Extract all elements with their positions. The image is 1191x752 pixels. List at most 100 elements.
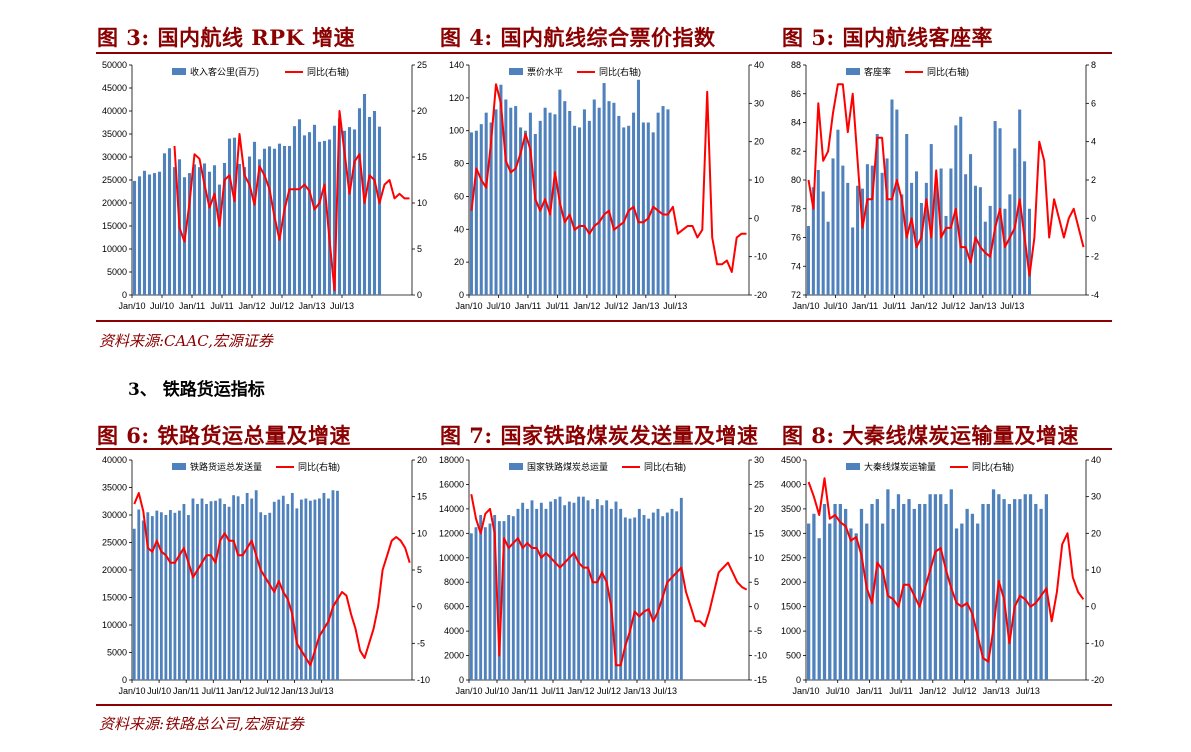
bar xyxy=(347,127,352,295)
bar xyxy=(944,215,948,295)
bar xyxy=(200,498,204,680)
x-tick-label: Jan/13 xyxy=(983,686,1010,696)
bar xyxy=(252,141,257,295)
right-tick-label: 15 xyxy=(417,492,427,502)
bar xyxy=(502,521,506,680)
bar xyxy=(507,515,511,680)
right-tick-label: 20 xyxy=(1091,528,1101,538)
x-tick-label: Jul/13 xyxy=(330,301,354,311)
bar xyxy=(854,533,858,680)
right-tick-label: -15 xyxy=(754,675,767,685)
bar xyxy=(277,499,281,680)
left-tick-label: 40000 xyxy=(102,455,127,465)
bar xyxy=(1023,494,1027,680)
left-tick-label: 3000 xyxy=(781,528,801,538)
bar xyxy=(841,165,845,295)
bar xyxy=(267,146,272,295)
bar xyxy=(919,203,923,295)
right-tick-label: 30 xyxy=(754,455,764,465)
bar xyxy=(929,144,933,295)
right-tick-label: -5 xyxy=(754,626,762,636)
bar xyxy=(572,502,576,680)
bar xyxy=(885,158,889,295)
bar xyxy=(525,508,529,680)
bar xyxy=(586,500,590,680)
x-tick-label: Jul/10 xyxy=(486,301,510,311)
bar xyxy=(516,508,520,680)
x-tick-label: Jul/13 xyxy=(1000,301,1024,311)
x-tick-label: Jul/10 xyxy=(147,686,171,696)
bar xyxy=(535,508,539,680)
bar xyxy=(1028,494,1033,680)
bar xyxy=(137,509,141,680)
left-tick-label: 6000 xyxy=(444,602,464,612)
legend-line-label: 同比(右轴) xyxy=(644,461,686,472)
right-tick-label: 25 xyxy=(754,479,764,489)
bar xyxy=(1044,494,1049,680)
bar xyxy=(865,164,869,295)
bar xyxy=(192,164,197,295)
bar xyxy=(521,502,525,680)
left-tick-label: 4000 xyxy=(444,626,464,636)
x-tick-label: Jan/12 xyxy=(238,301,265,311)
right-tick-label: 10 xyxy=(754,175,764,185)
bar xyxy=(568,111,572,295)
bar xyxy=(241,504,245,680)
x-tick-label: Jul/11 xyxy=(202,686,225,696)
bar xyxy=(494,109,498,295)
bar xyxy=(578,127,582,295)
x-tick-label: Jan/11 xyxy=(515,301,541,311)
bar xyxy=(607,101,611,295)
bar xyxy=(232,495,236,680)
bar xyxy=(900,194,904,295)
bar xyxy=(1008,194,1012,295)
left-tick-label: 35000 xyxy=(102,483,127,493)
bar xyxy=(865,523,869,680)
x-tick-label: Jul/11 xyxy=(541,686,564,696)
bar xyxy=(846,182,850,295)
bar xyxy=(227,138,232,295)
bar xyxy=(1034,504,1038,680)
bar xyxy=(147,174,152,295)
chart-fig3: 0 5000 10000 15000 20000 25000 30000 35000 40000… xyxy=(102,60,427,311)
left-tick-label: 84 xyxy=(791,118,801,128)
bar xyxy=(469,533,473,680)
x-tick-label: Jul/12 xyxy=(255,686,279,696)
bar xyxy=(367,116,372,295)
bar xyxy=(1013,499,1017,680)
bar xyxy=(886,489,890,680)
left-tick-label: 4000 xyxy=(781,479,801,489)
bar xyxy=(342,130,347,295)
bar xyxy=(670,508,674,680)
bar xyxy=(875,134,879,295)
bar xyxy=(915,171,919,295)
bar xyxy=(983,221,987,295)
left-tick-label: 3500 xyxy=(781,504,801,514)
left-tick-label: 2000 xyxy=(781,577,801,587)
bar xyxy=(991,489,996,680)
left-tick-label: 88 xyxy=(791,60,801,70)
bar xyxy=(1003,208,1007,295)
bar xyxy=(218,498,222,680)
right-tick-label: 2 xyxy=(1091,175,1096,185)
bar xyxy=(628,518,632,680)
bar xyxy=(167,148,172,295)
bar xyxy=(849,528,853,680)
bar xyxy=(934,178,938,295)
left-tick-label: 18000 xyxy=(439,455,464,465)
bar xyxy=(236,496,240,680)
bar xyxy=(187,173,192,295)
right-tick-label: -5 xyxy=(417,638,425,648)
bar xyxy=(336,490,339,680)
bar xyxy=(602,83,606,295)
bar xyxy=(318,498,321,680)
bar xyxy=(986,504,990,680)
bar xyxy=(205,504,208,680)
bar xyxy=(831,158,835,295)
bar xyxy=(322,140,327,295)
x-tick-label: Jan/12 xyxy=(910,301,937,311)
bar xyxy=(287,145,292,295)
bar xyxy=(207,171,212,295)
bar xyxy=(597,107,601,295)
bar xyxy=(665,512,669,680)
